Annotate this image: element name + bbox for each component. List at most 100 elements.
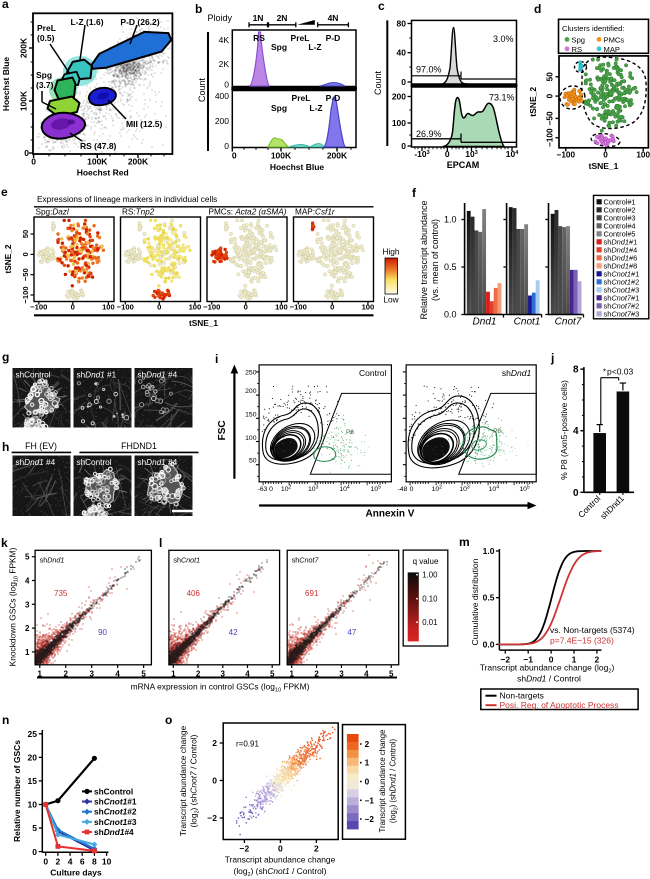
svg-text:m: m [459,535,470,549]
svg-text:Control#1: Control#1 [604,197,636,206]
svg-text:100: 100 [636,151,650,160]
svg-text:h: h [2,440,9,454]
svg-text:1: 1 [38,669,43,678]
svg-text:103: 103 [459,484,470,493]
svg-text:L-Z (1.6): L-Z (1.6) [70,17,103,27]
svg-text:l: l [159,536,162,550]
svg-text:MAP: MAP [604,45,620,54]
svg-text:2: 2 [314,669,319,678]
svg-text:mRNA expression in control GSC: mRNA expression in control GSCs (log10 F… [131,682,310,694]
svg-text:j: j [550,351,554,365]
svg-text:20: 20 [28,753,38,763]
svg-text:4: 4 [364,669,369,678]
svg-text:4: 4 [115,669,120,678]
svg-text:0: 0 [573,488,579,499]
svg-text:4: 4 [68,857,73,867]
svg-text:tSNE_1: tSNE_1 [589,161,619,171]
svg-text:Non-targets: Non-targets [500,691,544,701]
svg-text:2: 2 [365,740,370,749]
svg-text:RS: RS [572,45,583,54]
svg-text:−100: −100 [546,128,555,147]
svg-text:Expressions of lineage markers: Expressions of lineage markers in indivi… [37,194,217,204]
svg-text:4: 4 [25,577,30,586]
svg-text:−2: −2 [500,655,510,665]
svg-text:−100: −100 [290,303,307,312]
svg-text:8: 8 [573,365,579,376]
svg-text:Cnot1: Cnot1 [514,317,541,328]
svg-text:0: 0 [43,857,48,867]
svg-text:PreL: PreL [291,33,310,43]
svg-text:shCnot1#3: shCnot1#3 [94,817,137,827]
svg-text:3: 3 [25,600,30,609]
svg-text:Dnd1: Dnd1 [473,317,497,328]
svg-text:shDnd1 / Control: shDnd1 / Control [517,674,581,684]
svg-text:10: 10 [102,857,112,867]
svg-text:Relative number of GSCs: Relative number of GSCs [12,740,22,842]
svg-text:2: 2 [196,669,201,678]
svg-text:L-Z: L-Z [309,103,322,113]
svg-text:−50: −50 [546,111,555,125]
svg-text:k: k [1,536,8,550]
svg-text:shDnd1 #4: shDnd1 #4 [138,458,178,467]
svg-text:0: 0 [224,80,229,90]
svg-text:2: 2 [314,844,319,854]
svg-text:Spg: Spg [36,70,52,80]
svg-text:40: 40 [397,48,407,58]
svg-text:shDnd1#6: shDnd1#6 [604,253,638,262]
svg-text:3: 3 [89,669,94,678]
svg-text:P-D: P-D [326,33,341,43]
svg-text:Ploidy: Ploidy [208,13,233,23]
svg-text:shCnot7#3: shCnot7#3 [604,309,640,318]
svg-text:PreL: PreL [292,93,311,103]
svg-text:shCnot7: shCnot7 [292,555,320,564]
svg-text:200K: 200K [327,151,348,161]
svg-text:5: 5 [25,553,30,562]
svg-text:-103: -103 [414,149,429,159]
svg-text:Transcript abundance change: Transcript abundance change [178,725,188,836]
svg-text:tSNE_1: tSNE_1 [189,318,218,328]
svg-text:100K: 100K [19,90,29,111]
svg-text:Spg: Spg [572,35,586,44]
svg-text:g: g [2,350,9,364]
svg-text:p=7.4E−15 (326): p=7.4E−15 (326) [550,636,614,646]
svg-text:0: 0 [32,847,37,857]
svg-text:0.0: 0.0 [444,310,457,320]
svg-text:−100: −100 [557,151,576,160]
svg-text:100: 100 [102,303,115,312]
svg-text:50: 50 [249,458,257,465]
svg-text:−50: −50 [21,268,30,281]
svg-text:0: 0 [549,655,554,665]
svg-text:6: 6 [80,857,85,867]
svg-text:2: 2 [56,857,61,867]
svg-text:-63: -63 [258,486,268,493]
svg-text:0: 0 [71,303,75,312]
svg-text:shCnot7#2: shCnot7#2 [604,301,640,310]
svg-text:5: 5 [32,823,37,833]
svg-text:Spg:Dazl: Spg:Dazl [36,208,69,217]
svg-text:q value: q value [413,557,439,566]
svg-text:Transcript abundance change (l: Transcript abundance change (log2) [480,663,615,675]
svg-text:104: 104 [489,484,500,493]
svg-text:High: High [382,247,399,257]
svg-text:Transcript abundance change: Transcript abundance change [378,730,387,833]
svg-text:2K: 2K [219,59,230,69]
svg-text:0: 0 [546,93,555,98]
svg-text:1: 1 [289,669,294,678]
svg-text:Count: Count [197,78,207,103]
svg-text:97.0%: 97.0% [416,65,442,75]
svg-text:shDnd1#4: shDnd1#4 [604,245,638,254]
svg-text:Clusters identified:: Clusters identified: [562,24,624,33]
svg-text:FSC: FSC [217,420,228,440]
svg-text:−100: −100 [30,303,47,312]
svg-text:a: a [2,0,9,11]
svg-text:PMCs: Acta2 (αSMA): PMCs: Acta2 (αSMA) [209,208,287,217]
svg-text:−2: −2 [207,813,217,823]
svg-text:104: 104 [339,484,350,493]
svg-text:shCnot1#1: shCnot1#1 [94,797,137,807]
svg-text:p<0.03: p<0.03 [607,367,634,377]
svg-text:shDnd1 #1: shDnd1 #1 [77,371,117,380]
svg-text:(log2) (shCnot7 / Control): (log2) (shCnot7 / Control) [189,734,201,827]
svg-text:200: 200 [245,388,257,395]
svg-text:2: 2 [25,624,30,633]
svg-text:d: d [534,2,541,16]
